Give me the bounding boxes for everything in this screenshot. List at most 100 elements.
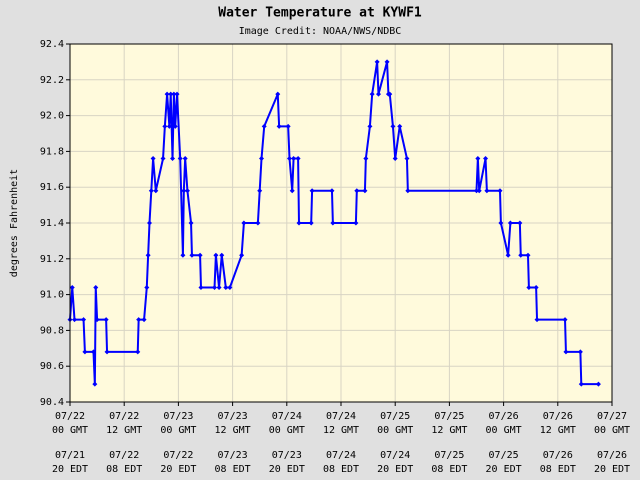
data-point <box>392 156 398 162</box>
x-tick-label: 07/22 <box>163 450 193 461</box>
x-tick-label: 20 EDT <box>160 464 196 475</box>
x-tick-label: 00 GMT <box>269 425 305 436</box>
data-point <box>239 252 245 258</box>
x-tick-label: 07/24 <box>326 411 356 422</box>
plot-layer <box>66 43 613 406</box>
y-tick-label: 91.0 <box>40 290 64 301</box>
data-point <box>476 188 482 194</box>
x-tick-label: 07/26 <box>489 411 519 422</box>
x-tick-label: 07/25 <box>434 411 464 422</box>
data-point <box>276 123 282 129</box>
data-point <box>170 156 176 162</box>
data-point <box>241 220 247 226</box>
y-tick-label: 90.4 <box>40 397 64 408</box>
data-point <box>197 252 203 258</box>
data-point <box>261 123 267 129</box>
data-point <box>354 188 360 194</box>
x-tick-label: 12 GMT <box>323 425 359 436</box>
data-point <box>329 188 335 194</box>
data-point <box>144 284 150 290</box>
data-point <box>103 317 109 323</box>
data-point <box>525 252 531 258</box>
x-tick-label: 08 EDT <box>323 464 359 475</box>
data-point <box>484 188 490 194</box>
data-point <box>309 188 315 194</box>
data-point <box>534 317 540 323</box>
x-tick-label: 20 EDT <box>594 464 630 475</box>
plot-frame <box>69 43 613 403</box>
data-point <box>94 317 100 323</box>
x-tick-label: 07/26 <box>543 411 573 422</box>
data-point <box>384 59 390 65</box>
data-point <box>507 220 513 226</box>
data-point <box>141 317 147 323</box>
data-point <box>223 284 229 290</box>
x-tick-label: 07/25 <box>380 411 410 422</box>
x-tick-label: 20 EDT <box>269 464 305 475</box>
data-point <box>405 188 411 194</box>
data-point <box>93 284 99 290</box>
data-point <box>563 349 569 355</box>
data-point <box>184 188 190 194</box>
x-tick-label: 00 GMT <box>594 425 630 436</box>
data-point <box>171 91 177 97</box>
data-point <box>296 220 302 226</box>
y-tick-label: 92.2 <box>40 75 64 86</box>
data-point <box>180 252 186 258</box>
x-tick-label: 08 EDT <box>431 464 467 475</box>
data-point <box>219 252 225 258</box>
y-tick-label: 91.6 <box>40 182 64 193</box>
y-tick-label: 90.8 <box>40 325 64 336</box>
data-point <box>533 284 539 290</box>
x-tick-label: 20 EDT <box>52 464 88 475</box>
data-point <box>81 317 87 323</box>
data-point <box>404 156 410 162</box>
x-tick-label: 00 GMT <box>486 425 522 436</box>
data-point <box>390 123 396 129</box>
data-point <box>497 188 503 194</box>
data-point <box>363 156 369 162</box>
y-tick-label: 91.2 <box>40 254 64 265</box>
data-point <box>188 220 194 226</box>
data-point <box>577 349 583 355</box>
data-point <box>369 91 375 97</box>
data-point <box>166 123 172 129</box>
data-point <box>387 91 393 97</box>
data-point <box>92 381 98 387</box>
data-point <box>216 284 222 290</box>
x-tick-label: 07/22 <box>109 450 139 461</box>
data-point <box>153 188 159 194</box>
data-point <box>362 188 368 194</box>
data-point <box>181 188 187 194</box>
data-point <box>90 349 96 355</box>
x-tick-label: 07/22 <box>55 411 85 422</box>
data-point <box>104 349 110 355</box>
x-tick-label: 07/27 <box>597 411 627 422</box>
data-point <box>483 156 489 162</box>
x-tick-label: 00 GMT <box>52 425 88 436</box>
x-tick-label: 07/26 <box>597 450 627 461</box>
y-tick-label: 90.6 <box>40 361 64 372</box>
data-point <box>289 188 295 194</box>
data-point <box>148 188 154 194</box>
data-point <box>146 220 152 226</box>
data-point <box>330 220 336 226</box>
x-tick-label: 12 GMT <box>215 425 251 436</box>
data-point <box>475 156 481 162</box>
data-point <box>287 156 293 162</box>
chart-subtitle: Image Credit: NOAA/NWS/NDBC <box>239 26 402 37</box>
data-point <box>82 349 88 355</box>
data-point <box>397 123 403 129</box>
x-tick-label: 20 EDT <box>486 464 522 475</box>
data-point <box>367 123 373 129</box>
x-tick-label: 07/25 <box>434 450 464 461</box>
x-tick-label: 20 EDT <box>377 464 413 475</box>
data-point <box>212 284 218 290</box>
data-point <box>474 188 479 194</box>
data-point <box>257 188 263 194</box>
x-tick-label: 07/24 <box>272 411 302 422</box>
y-tick-label: 91.8 <box>40 146 64 157</box>
x-tick-label: 00 GMT <box>377 425 413 436</box>
data-point <box>227 284 233 290</box>
